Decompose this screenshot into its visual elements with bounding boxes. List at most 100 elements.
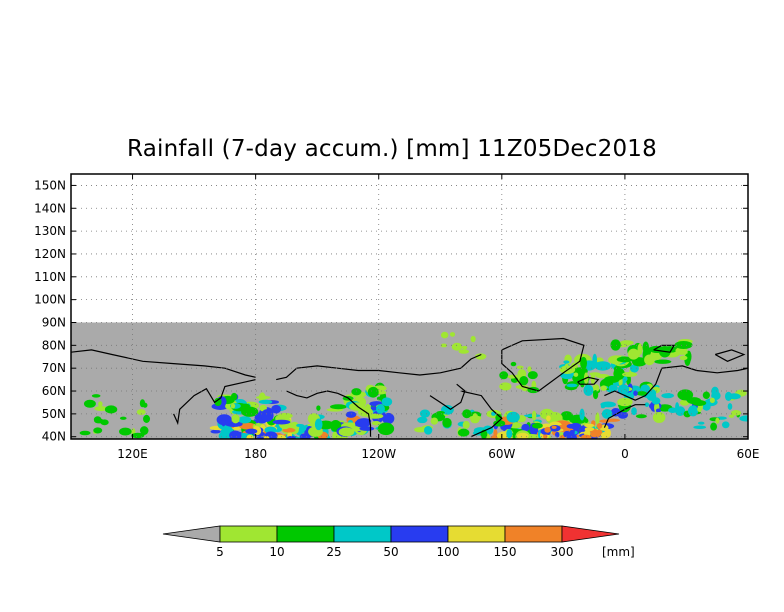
coastline <box>71 349 256 378</box>
lon-tick-label: 180 <box>244 447 267 461</box>
lat-tick-label: 50N <box>42 407 66 421</box>
rain-cell <box>440 343 448 348</box>
rain-cell <box>589 431 602 438</box>
rain-cell <box>516 365 524 370</box>
rain-cell <box>436 410 445 415</box>
rain-cell <box>727 403 733 410</box>
lat-tick-label: 130N <box>34 224 66 238</box>
rain-cell <box>255 395 271 400</box>
rain-cell <box>569 429 575 436</box>
rain-cell <box>622 371 638 377</box>
rain-cell <box>544 426 551 433</box>
rain-cell <box>654 359 672 364</box>
rain-cell <box>546 415 551 422</box>
rain-cell <box>475 353 487 360</box>
rain-cell <box>668 407 678 413</box>
rain-cell <box>143 414 151 423</box>
rain-cell <box>376 396 382 401</box>
rain-cell <box>314 418 323 431</box>
rain-cell <box>361 410 369 416</box>
rain-cell <box>566 423 576 429</box>
rain-cell <box>543 433 548 439</box>
rain-cell <box>580 356 588 370</box>
rain-cell <box>245 428 258 434</box>
rain-cell <box>739 415 748 422</box>
rain-cell <box>551 425 557 429</box>
rain-cell <box>715 417 720 424</box>
rain-cell <box>91 394 101 398</box>
rain-cell <box>592 384 600 393</box>
rain-cell <box>330 404 347 410</box>
rain-cell <box>493 429 498 438</box>
rain-cell <box>377 422 395 436</box>
coastline <box>604 365 697 401</box>
rain-cell <box>430 417 439 425</box>
rain-cell <box>627 348 640 360</box>
rain-cell <box>221 418 226 427</box>
rain-cell <box>560 411 574 421</box>
rain-cell <box>531 422 543 429</box>
rain-cell <box>94 406 109 412</box>
rain-cell <box>519 375 529 386</box>
rain-cell <box>592 353 598 366</box>
coastline <box>276 365 379 381</box>
rain-cell <box>414 426 427 433</box>
rain-cell <box>566 383 578 388</box>
rain-cell <box>230 392 238 401</box>
rain-cell <box>651 397 661 405</box>
coastline <box>696 367 748 374</box>
coastline <box>378 353 482 376</box>
rain-cell <box>527 366 532 373</box>
rain-cell <box>296 423 302 427</box>
rain-cell <box>592 389 599 400</box>
rain-cell <box>677 389 694 401</box>
rain-cell <box>371 421 381 426</box>
rain-cell <box>423 425 433 435</box>
rain-cell <box>622 376 628 382</box>
rain-cell <box>142 402 148 408</box>
rain-cell <box>527 371 538 380</box>
rain-cell <box>580 434 592 439</box>
rain-cell <box>583 384 594 396</box>
rain-cell <box>608 384 618 392</box>
no-data-fill <box>71 322 748 439</box>
lat-tick-label: 40N <box>42 430 66 444</box>
coastline <box>286 390 372 437</box>
rain-cell <box>457 428 470 437</box>
rain-cell <box>354 419 371 428</box>
rain-cell <box>381 397 393 407</box>
rain-cell <box>506 411 520 423</box>
rain-cell <box>679 355 688 361</box>
rain-cell <box>604 375 620 384</box>
lat-tick-label: 100N <box>34 293 66 307</box>
rain-cell <box>711 391 721 401</box>
rain-cell <box>584 418 589 424</box>
rain-cell <box>462 345 468 350</box>
rain-cell <box>631 407 637 416</box>
rain-cell <box>506 429 513 439</box>
rain-cell <box>345 411 357 418</box>
rain-cell <box>521 423 530 432</box>
rain-cell <box>449 332 456 337</box>
rain-cell <box>596 423 603 429</box>
rain-cell <box>617 384 630 395</box>
rain-cell <box>238 416 252 424</box>
rain-cell <box>417 416 428 424</box>
rain-cell <box>710 422 718 431</box>
rain-cell <box>442 417 452 428</box>
rain-cell <box>693 425 707 430</box>
rain-cell <box>230 403 236 409</box>
rain-cell <box>619 340 634 346</box>
rain-cell <box>675 402 680 413</box>
rain-cell <box>613 365 620 373</box>
rain-cell <box>697 421 705 425</box>
rain-cell <box>219 417 233 421</box>
rain-cell <box>94 418 104 424</box>
rain-cell <box>640 384 650 393</box>
rain-cell <box>93 427 103 434</box>
rain-cell <box>724 391 733 401</box>
rain-cell <box>287 435 296 439</box>
rain-cell <box>652 411 666 423</box>
rain-cell <box>440 331 449 339</box>
rain-cell <box>599 419 611 423</box>
